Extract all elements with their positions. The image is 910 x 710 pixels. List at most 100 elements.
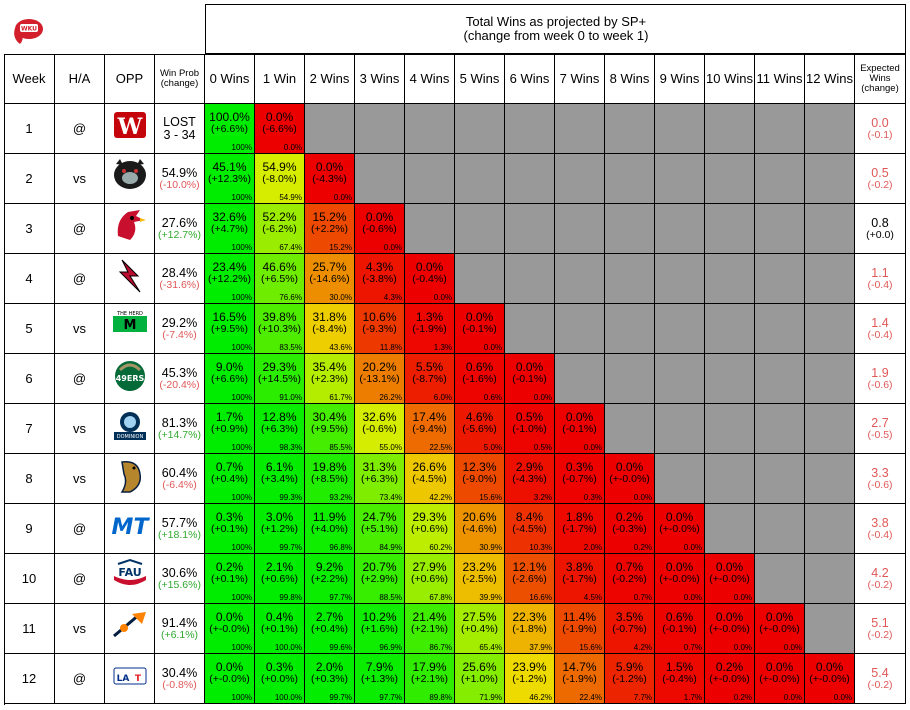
win-prob-value: 60.4% (161, 465, 198, 480)
expected-wins-value: 3.8 (871, 515, 889, 530)
expected-wins-value: 5.1 (871, 615, 889, 630)
cumulative-probability: 11.8% (379, 343, 402, 352)
expected-wins-value: 0.8 (871, 215, 889, 230)
probability-value: 31.3% (362, 460, 397, 474)
probability-value: 0.4% (265, 610, 294, 624)
header-win-prob: Win Prob (change) (155, 54, 205, 104)
probability-value: 23.2% (462, 560, 497, 574)
win-prob-4-wins: 27.9% (+0.6%) 67.8% (405, 554, 455, 604)
win-prob-0-wins: 0.2% (+0.1%) 100% (205, 554, 255, 604)
probability-change: (+2.1%) (410, 623, 449, 635)
header-wins-2: 2 Wins (305, 54, 355, 104)
header-wins-9: 9 Wins (655, 54, 705, 104)
probability-change: (-1.6%) (462, 373, 497, 385)
probability-change: (-6.2%) (262, 223, 297, 235)
expected-wins-value: 1.9 (871, 365, 889, 380)
probability-value: 52.2% (262, 210, 297, 224)
win-prob-0-wins: 1.7% (+0.9%) 100% (205, 404, 255, 454)
win-prob-cell: 29.2% (-7.4%) (155, 304, 205, 354)
probability-value: 21.4% (412, 610, 447, 624)
cumulative-probability: 6.0% (433, 393, 452, 402)
win-prob-5-wins: 4.6% (-5.6%) 5.0% (455, 404, 505, 454)
probability-change: (-1.8%) (512, 623, 547, 635)
empty-cell (305, 104, 355, 154)
win-prob-2-wins: 35.4% (+2.3%) 61.7% (305, 354, 355, 404)
win-prob-2-wins: 2.7% (+0.4%) 99.6% (305, 604, 355, 654)
win-prob-value: 54.9% (161, 165, 198, 180)
probability-value: 17.9% (412, 660, 447, 674)
probability-value: 5.9% (615, 660, 644, 674)
win-prob-3-wins: 0.0% (-0.6%) 0.0% (355, 204, 405, 254)
probability-change: (-1.9%) (562, 673, 597, 685)
probability-value: 0.2% (615, 510, 644, 524)
probability-value: 10.6% (362, 310, 397, 324)
win-prob-change: (+6.1%) (160, 628, 199, 641)
empty-cell (705, 404, 755, 454)
empty-cell (705, 204, 755, 254)
probability-value: 0.0% (765, 610, 794, 624)
cumulative-probability: 84.9% (379, 543, 402, 552)
win-prob-change: (+14.7%) (158, 428, 201, 441)
expected-wins-change: (-0.2) (867, 178, 893, 191)
win-prob-11-wins: 0.0% (+-0.0%) 0.0% (755, 604, 805, 654)
empty-cell (555, 204, 605, 254)
win-prob-change: (+12.7%) (158, 228, 201, 241)
expected-wins-cell: 3.3 (-0.6) (855, 454, 906, 504)
win-prob-3-wins: 31.3% (+6.3%) 73.4% (355, 454, 405, 504)
probability-value: 0.7% (215, 460, 244, 474)
cumulative-probability: 0.0% (333, 193, 352, 202)
win-prob-change: (-31.6%) (159, 278, 200, 291)
cumulative-probability: 55.0% (379, 443, 402, 452)
probability-change: (+12.2%) (208, 273, 251, 285)
probability-change: (+0.4%) (210, 473, 249, 485)
cumulative-probability: 86.7% (429, 643, 452, 652)
cumulative-probability: 0.0% (783, 693, 802, 702)
probability-change: (-9.3%) (362, 323, 397, 335)
opponent-cell: LA T (105, 654, 155, 704)
week-cell: 2 (4, 154, 55, 204)
opponent-cell (105, 254, 155, 304)
expected-wins-cell: 5.4 (-0.2) (855, 654, 906, 704)
win-prob-2-wins: 2.0% (+0.3%) 99.7% (305, 654, 355, 704)
probability-change: (+0.4%) (310, 623, 349, 635)
home-away-label: @ (72, 121, 87, 136)
expected-wins-value: 4.2 (871, 565, 889, 580)
cumulative-probability: 0.0% (433, 293, 452, 302)
win-prob-8-wins: 0.0% (+-0.0%) 0.0% (605, 454, 655, 504)
probability-change: (+12.3%) (208, 173, 251, 185)
win-prob-1-wins: 0.0% (-6.6%) 0.0% (255, 104, 305, 154)
probability-change: (+0.6%) (410, 573, 449, 585)
expected-wins-cell: 4.2 (-0.2) (855, 554, 906, 604)
win-prob-value: 91.4% (161, 615, 198, 630)
empty-cell (505, 254, 555, 304)
cumulative-probability: 89.8% (429, 693, 452, 702)
win-prob-5-wins: 20.6% (-4.6%) 30.9% (455, 504, 505, 554)
cumulative-probability: 0.0% (683, 543, 702, 552)
win-prob-change: (-10.0%) (159, 178, 200, 191)
probability-change: (+1.3%) (360, 673, 399, 685)
probability-change: (-0.1%) (562, 423, 597, 435)
win-prob-4-wins: 0.0% (-0.4%) 0.0% (405, 254, 455, 304)
expected-wins-change: (-0.6) (867, 478, 893, 491)
cumulative-probability: 0.2% (733, 693, 752, 702)
week-cell: 6 (4, 354, 55, 404)
home-away-label: vs (73, 321, 86, 336)
empty-cell (555, 104, 605, 154)
probability-change: (+6.6%) (210, 373, 249, 385)
cumulative-probability: 0.0% (383, 243, 402, 252)
probability-change: (+-0.0%) (709, 573, 750, 585)
win-prob-4-wins: 17.9% (+2.1%) 89.8% (405, 654, 455, 704)
table-title: Total Wins as projected by SP+ (change f… (206, 5, 906, 53)
cumulative-probability: 100% (231, 393, 252, 402)
win-prob-value: LOST (163, 114, 196, 129)
header-wins-1: 1 Win (255, 54, 305, 104)
win-prob-4-wins: 29.3% (+0.6%) 60.2% (405, 504, 455, 554)
home-away-cell: vs (55, 304, 105, 354)
home-away-cell: @ (55, 204, 105, 254)
probability-change: (-0.4%) (412, 273, 447, 285)
cumulative-probability: 15.6% (479, 493, 502, 502)
probability-value: 0.5% (515, 410, 544, 424)
cumulative-probability: 39.9% (479, 593, 502, 602)
expected-wins-change: (-0.2) (867, 628, 893, 641)
